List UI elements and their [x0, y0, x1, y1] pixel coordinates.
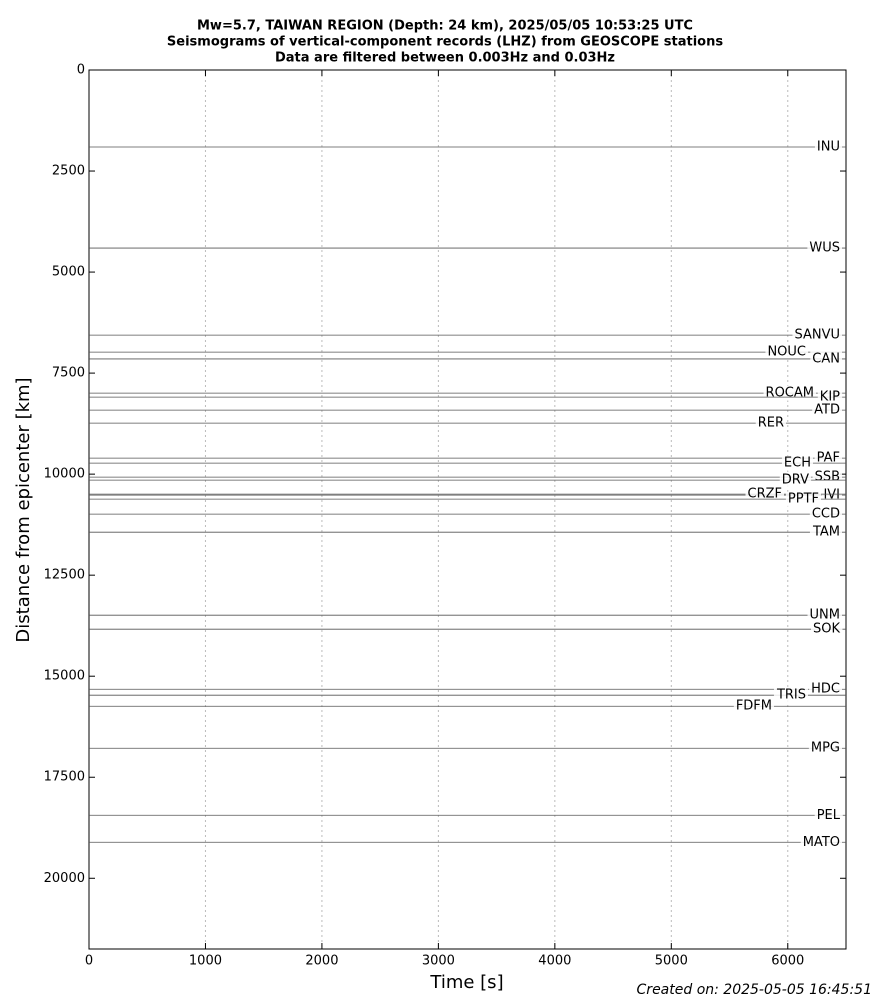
- label-background: [745, 486, 784, 502]
- station-label: HDC: [811, 682, 840, 697]
- station-label: PAF: [817, 451, 840, 466]
- station-label: FDFM: [736, 699, 772, 714]
- label-background: [800, 834, 842, 850]
- y-tick-label: 5000: [52, 265, 85, 280]
- label-background: [755, 415, 786, 431]
- y-tick-label: 10000: [44, 467, 85, 482]
- label-background: [765, 344, 808, 360]
- station-label: TRIS: [776, 688, 806, 703]
- x-axis-label: Time [s]: [429, 972, 503, 993]
- label-background: [814, 450, 842, 466]
- x-tick-label: 0: [85, 954, 93, 969]
- label-background: [733, 698, 774, 714]
- y-tick-label: 12500: [44, 568, 85, 583]
- label-background: [807, 607, 842, 623]
- label-background: [814, 139, 842, 155]
- label-background: [810, 621, 843, 637]
- label-background: [810, 351, 842, 367]
- station-label: CRZF: [748, 487, 783, 502]
- station-label: MPG: [811, 741, 840, 756]
- label-background: [807, 240, 842, 256]
- station-label: CAN: [812, 351, 840, 366]
- station-label: MATO: [803, 835, 840, 850]
- label-background: [781, 455, 813, 471]
- x-tick-label: 6000: [771, 954, 804, 969]
- chart-subtitle: Seismograms of vertical-component record…: [167, 35, 723, 50]
- x-tick-label: 3000: [422, 954, 455, 969]
- x-tick-label: 1000: [189, 954, 222, 969]
- label-background: [792, 327, 842, 343]
- station-label: SSB: [815, 470, 840, 485]
- x-tick-label: 2000: [305, 954, 338, 969]
- label-background: [812, 402, 842, 418]
- y-tick-label: 7500: [52, 366, 85, 381]
- station-label: NOUC: [767, 345, 806, 360]
- y-tick-label: 20000: [44, 871, 85, 886]
- label-background: [814, 807, 843, 823]
- label-background: [817, 389, 843, 405]
- x-tick-label: 5000: [655, 954, 688, 969]
- y-tick-label: 0: [77, 63, 85, 78]
- station-label: ECH: [784, 456, 811, 471]
- y-tick-label: 2500: [52, 164, 85, 179]
- station-label: ROCAM: [766, 386, 814, 401]
- station-label: RER: [758, 416, 784, 431]
- label-background: [785, 491, 821, 507]
- station-label: CCD: [812, 507, 840, 522]
- station-label: TAM: [812, 525, 840, 540]
- label-background: [779, 472, 812, 488]
- label-background: [808, 740, 842, 756]
- station-label: KIP: [820, 390, 840, 405]
- label-background: [773, 687, 808, 703]
- label-background: [812, 469, 842, 485]
- chart-subtitle: Data are filtered between 0.003Hz and 0.…: [275, 51, 615, 66]
- station-label: ATD: [814, 403, 840, 418]
- label-background: [809, 681, 842, 697]
- station-label: INU: [817, 140, 840, 155]
- x-tick-label: 4000: [538, 954, 571, 969]
- y-axis-label: Distance from epicenter [km]: [13, 377, 34, 642]
- y-tick-label: 17500: [44, 770, 85, 785]
- label-background: [809, 524, 842, 540]
- station-label: SANVU: [794, 328, 840, 343]
- footer: Created on: 2025-05-05 16:45:51: [637, 982, 872, 998]
- chart-title: Mw=5.7, TAIWAN REGION (Depth: 24 km), 20…: [197, 19, 693, 34]
- station-label: SOK: [813, 622, 840, 637]
- station-label: UNM: [810, 608, 840, 623]
- station-label: PPTF: [788, 492, 819, 507]
- label-background: [809, 506, 842, 522]
- station-label: DRV: [782, 473, 809, 488]
- station-label: WUS: [809, 241, 840, 256]
- plot-area: [88, 69, 847, 950]
- station-label: PEL: [817, 808, 841, 823]
- y-tick-label: 15000: [44, 669, 85, 684]
- station-label: IVI: [823, 488, 840, 503]
